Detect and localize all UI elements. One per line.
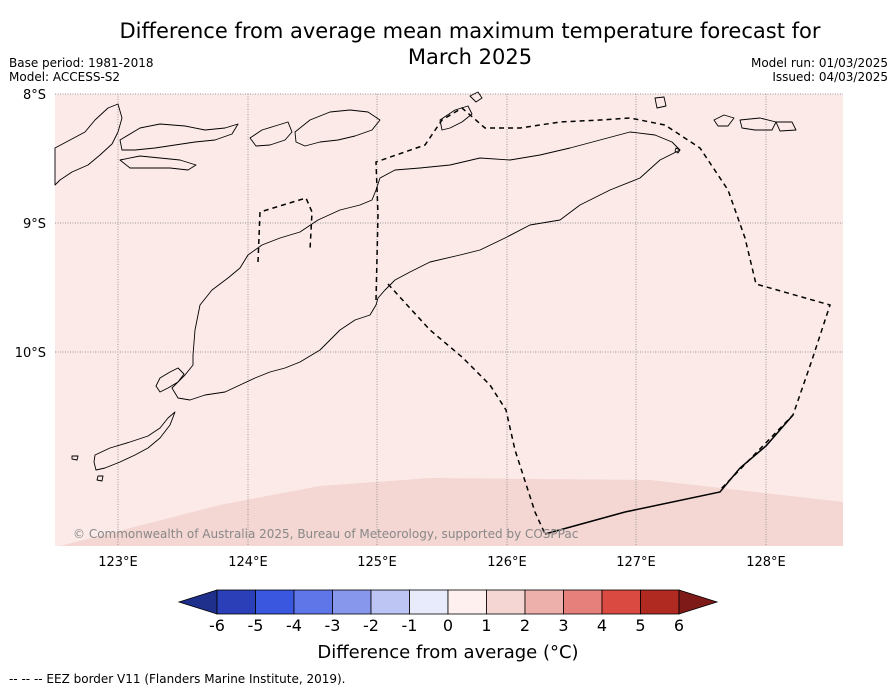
title-line-2: March 2025 xyxy=(407,45,533,69)
base-period-text: Base period: 1981-2018 xyxy=(9,56,154,70)
lon-label-125e: 125°E xyxy=(357,555,397,570)
colorbar-segment xyxy=(486,589,526,615)
kisar-coastline xyxy=(654,96,667,109)
colorbar-segment xyxy=(524,589,564,615)
colorbar-tick-label: 1 xyxy=(481,616,491,635)
eez-borders xyxy=(257,107,831,535)
solor-coastline xyxy=(119,155,197,171)
rote-coastline xyxy=(155,367,185,393)
colorbar-tick-label: -5 xyxy=(248,616,264,635)
lat-label-10s: 10°S xyxy=(15,346,46,361)
colorbar-segment xyxy=(601,589,641,615)
issued-text: Issued: 04/03/2025 xyxy=(772,70,888,84)
warm-anomaly-band xyxy=(60,478,843,546)
flores-coastline xyxy=(54,103,123,186)
lon-label-124e: 124°E xyxy=(228,555,268,570)
islet-coastline xyxy=(96,475,104,482)
lon-label-128e: 128°E xyxy=(746,555,786,570)
colorbar-segment xyxy=(640,589,680,615)
colorbar-segment xyxy=(216,589,256,615)
leti-coastline xyxy=(713,114,735,127)
colorbar-tick-label: -1 xyxy=(402,616,418,635)
colorbar: -6 -5 -4 -3 -2 -1 0 1 2 3 4 5 6 xyxy=(177,589,719,635)
colorbar-segment xyxy=(409,589,449,615)
sawu-coastline xyxy=(93,411,176,471)
lembata-coastline xyxy=(119,123,239,151)
raijua-coastline xyxy=(71,455,79,461)
eez-solid-segment xyxy=(544,414,794,535)
colorbar-tick-label: 0 xyxy=(443,616,453,635)
map-title: Difference from average mean maximum tem… xyxy=(0,18,896,70)
map-background xyxy=(55,94,843,546)
eez-footnote: -- -- -- EEZ border V11 (Flanders Marine… xyxy=(9,672,346,686)
model-text: Model: ACCESS-S2 xyxy=(9,70,121,84)
lon-label-126e: 126°E xyxy=(487,555,527,570)
colorbar-tick-label: 5 xyxy=(635,616,645,635)
colorbar-tick-label: 2 xyxy=(520,616,530,635)
colorbar-segment xyxy=(255,589,295,615)
colorbar-tick-label: -4 xyxy=(286,616,302,635)
alor-coastline xyxy=(249,121,293,147)
colorbar-segment xyxy=(447,589,487,615)
colorbar-tick-label: 3 xyxy=(558,616,568,635)
jaco-coastline xyxy=(674,147,681,154)
coastlines xyxy=(54,91,797,482)
eez-south-line xyxy=(387,283,546,535)
lat-label-9s: 9°S xyxy=(23,217,46,232)
copyright-watermark: © Commonwealth of Australia 2025, Bureau… xyxy=(73,527,578,541)
lon-labels: 123°E 124°E 125°E 126°E 127°E 128°E xyxy=(98,555,786,570)
moa-coastline xyxy=(739,117,777,131)
atauro-coastline xyxy=(469,91,483,103)
colorbar-tick-label: -6 xyxy=(209,616,225,635)
colorbar-extend-high xyxy=(678,589,719,615)
colorbar-tick-label: -3 xyxy=(325,616,341,635)
colorbar-tick-label: 4 xyxy=(597,616,607,635)
graticule xyxy=(55,93,843,546)
lat-label-8s: 8°S xyxy=(23,88,46,103)
timor-coastline xyxy=(171,131,681,401)
colorbar-tick-label: -2 xyxy=(363,616,379,635)
colorbar-segment xyxy=(563,589,603,615)
title-line-1: Difference from average mean maximum tem… xyxy=(119,19,821,43)
colorbar-tick-label: 6 xyxy=(674,616,684,635)
wetar-coastline xyxy=(439,105,473,131)
colorbar-segment xyxy=(332,589,372,615)
colorbar-segment xyxy=(293,589,333,615)
base-period-info: Base period: 1981-2018 Model: ACCESS-S2 xyxy=(9,56,154,84)
model-run-info: Model run: 01/03/2025 Issued: 04/03/2025 xyxy=(751,56,888,84)
pantar-coastline xyxy=(294,109,381,147)
colorbar-segment xyxy=(370,589,410,615)
lakor-coastline xyxy=(775,121,797,132)
lon-label-127e: 127°E xyxy=(616,555,656,570)
eez-oecusse xyxy=(257,197,313,263)
lon-label-123e: 123°E xyxy=(98,555,138,570)
colorbar-extend-low xyxy=(177,589,218,615)
lat-labels: 8°S 9°S 10°S xyxy=(15,88,46,361)
colorbar-label: Difference from average (°C) xyxy=(317,642,579,663)
model-run-text: Model run: 01/03/2025 xyxy=(750,56,888,70)
